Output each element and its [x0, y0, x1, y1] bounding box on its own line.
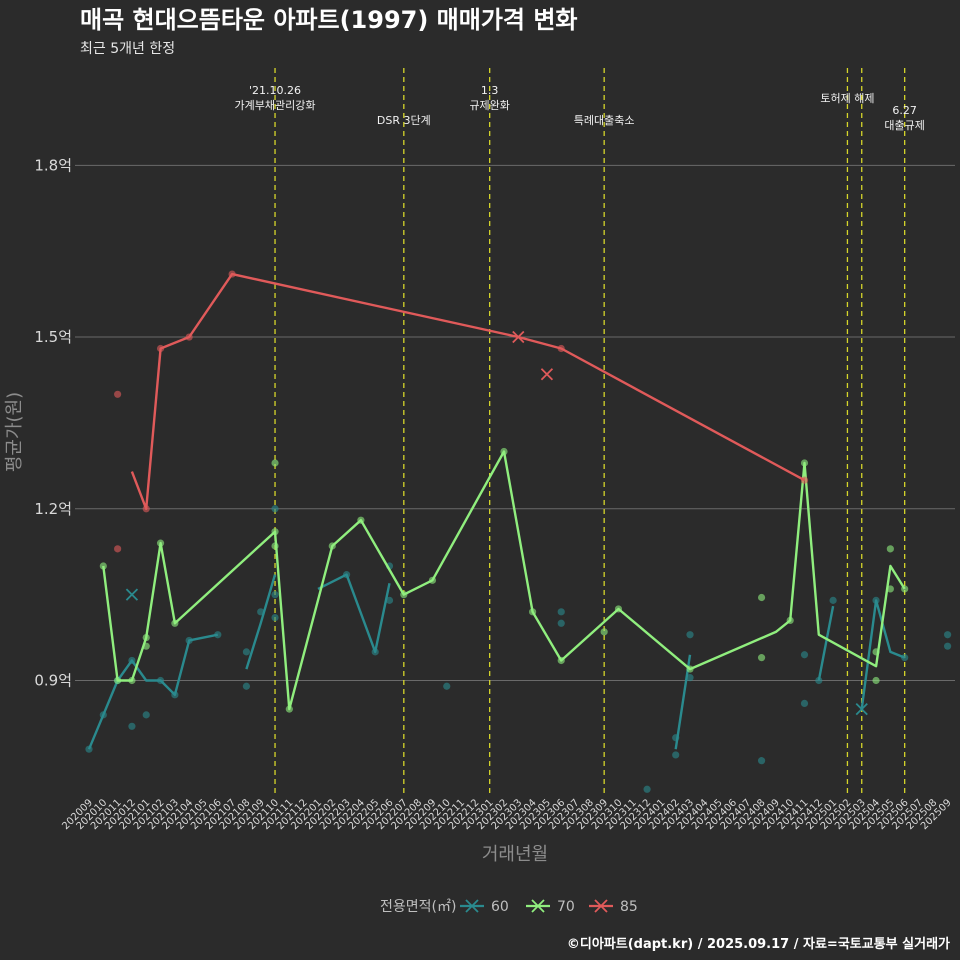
chart-title: 매곡 현대으뜸타운 아파트(1997) 매매가격 변화: [80, 6, 578, 34]
y-tick-labels: 0.9억 1.2억 1.5억 1.8억: [34, 156, 72, 689]
data-point: [872, 676, 880, 685]
series-line: [130, 272, 806, 510]
series-60: [85, 505, 952, 793]
event-label: 6.27: [892, 104, 917, 117]
cross-marker: [512, 330, 525, 344]
event-label: 규제완화: [469, 99, 509, 112]
series-line: [860, 599, 906, 710]
data-point: [385, 596, 394, 604]
data-point: [886, 545, 894, 553]
event-label: 가계부채관리강화: [235, 99, 316, 112]
series-line: [245, 574, 277, 670]
data-point: [757, 757, 766, 765]
y-axis-title: 평균가(원): [4, 392, 25, 472]
data-point: [600, 628, 608, 636]
data-point: [757, 654, 766, 662]
legend-label: 85: [620, 899, 638, 915]
data-point: [242, 648, 251, 656]
legend-key-cross: [594, 899, 608, 913]
series-70: [99, 447, 909, 713]
event-label: 토허제 해제: [820, 91, 874, 105]
y-gridlines: [75, 164, 955, 682]
legend: 전용면적(㎡) 60 70 85: [380, 899, 638, 915]
data-point: [271, 505, 279, 513]
data-point: [944, 642, 952, 650]
data-point: [271, 591, 279, 599]
legend-label: 60: [491, 899, 509, 915]
series-line: [87, 633, 219, 750]
legend-item-60: 60: [460, 899, 509, 915]
data-point: [114, 545, 122, 553]
data-point: [557, 619, 565, 627]
chart-subtitle: 최근 5개년 한정: [80, 41, 175, 57]
y-tick-label: 1.5억: [34, 328, 72, 346]
legend-key-cross: [531, 899, 545, 913]
data-point: [242, 682, 251, 690]
data-point: [142, 711, 150, 719]
data-point: [800, 651, 809, 659]
event-label: '21.10.26: [249, 84, 301, 97]
data-point: [944, 631, 952, 639]
y-tick-label: 1.8억: [34, 156, 72, 174]
source-caption: ©디아파트(dapt.kr) / 2025.09.17 / 자료=국토교통부 실…: [567, 936, 950, 952]
legend-item-85: 85: [589, 899, 638, 915]
legend-item-70: 70: [526, 899, 575, 915]
series-85: [114, 270, 809, 553]
series-layer: [85, 270, 952, 793]
data-point: [271, 613, 279, 622]
event-label: 대출규제: [884, 119, 924, 132]
data-point: [643, 785, 651, 793]
data-point: [271, 459, 279, 467]
data-point: [128, 722, 136, 730]
x-tick-labels: 2020092020102020112020122021012021022021…: [60, 797, 953, 832]
x-axis-title: 거래년월: [482, 844, 548, 865]
cross-marker: [125, 588, 139, 601]
event-label: DSR 3단계: [377, 114, 431, 127]
data-point: [757, 593, 766, 602]
data-point: [686, 674, 694, 682]
legend-key-cross: [465, 899, 479, 913]
data-point: [829, 596, 837, 604]
cross-marker: [540, 368, 554, 381]
data-point: [114, 390, 122, 398]
data-point: [557, 608, 565, 616]
series-line: [817, 605, 835, 681]
event-label: 1.3: [481, 84, 499, 97]
data-point: [686, 631, 694, 639]
cross-marker: [855, 702, 868, 716]
data-point: [815, 676, 823, 685]
y-tick-label: 0.9억: [34, 672, 72, 690]
data-point: [800, 699, 809, 708]
series-line: [317, 573, 391, 654]
y-tick-label: 1.2억: [34, 500, 72, 518]
data-point: [672, 751, 680, 759]
legend-title: 전용면적(㎡): [380, 899, 456, 915]
data-point: [443, 682, 451, 690]
legend-label: 70: [557, 899, 575, 915]
series-line: [102, 450, 906, 711]
event-label: 특례대출축소: [574, 114, 635, 127]
